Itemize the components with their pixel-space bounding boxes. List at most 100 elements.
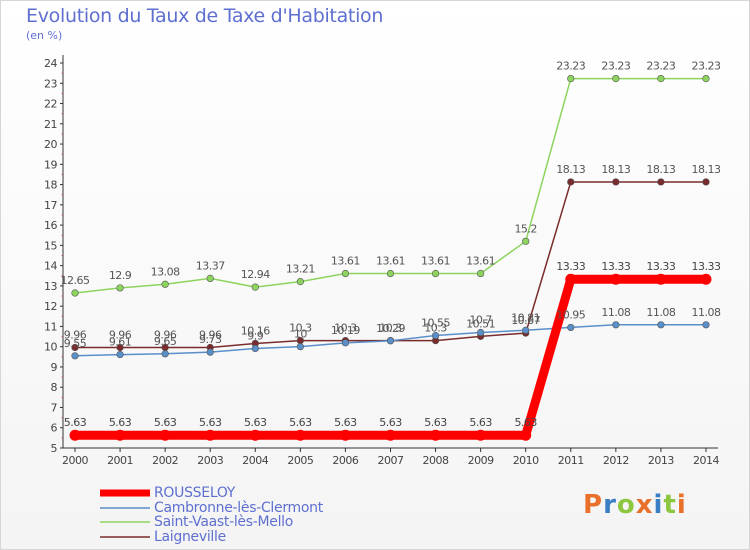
- data-label: 11.08: [646, 306, 675, 319]
- x-tick-label: 2008: [423, 454, 449, 467]
- data-point: [116, 350, 124, 359]
- data-label: 13.33: [646, 260, 675, 273]
- data-label: 13.33: [556, 260, 585, 273]
- data-label: 18.13: [691, 163, 720, 176]
- data-label: 9.61: [109, 336, 132, 349]
- y-tick-label: 22: [44, 98, 57, 111]
- data-point: [384, 429, 396, 441]
- legend-swatch: [100, 507, 150, 509]
- data-label: 18.13: [556, 163, 585, 176]
- data-label: 10.19: [331, 324, 360, 337]
- data-label: 9.73: [199, 333, 222, 346]
- data-label: 9.9: [247, 330, 263, 343]
- data-point: [612, 178, 620, 186]
- x-tick-label: 2004: [242, 454, 268, 467]
- y-tick-label: 14: [44, 260, 57, 273]
- y-tick-label: 12: [44, 300, 57, 313]
- data-point: [69, 429, 81, 441]
- data-label: 5.63: [244, 416, 267, 429]
- data-label: 23.23: [691, 60, 720, 73]
- data-label: 12.9: [109, 269, 132, 282]
- data-point: [657, 178, 665, 186]
- data-label: 5.63: [109, 416, 132, 429]
- data-point: [251, 344, 259, 353]
- x-tick-label: 2000: [62, 454, 88, 467]
- data-point: [161, 350, 169, 358]
- data-point: [612, 75, 620, 83]
- data-point: [655, 273, 667, 285]
- data-point: [251, 283, 259, 291]
- data-point: [567, 178, 575, 186]
- data-point: [700, 273, 712, 285]
- y-tick-label: 6: [51, 422, 58, 435]
- data-point: [71, 343, 79, 352]
- data-point: [567, 75, 575, 83]
- y-tick-label: 9: [51, 361, 58, 374]
- data-point: [477, 328, 485, 337]
- data-label: 5.63: [424, 416, 447, 429]
- data-point: [522, 326, 530, 334]
- data-point: [477, 269, 485, 278]
- data-label: 13.61: [421, 255, 450, 268]
- data-label: 5.63: [379, 416, 402, 429]
- x-tick-label: 2009: [468, 454, 494, 467]
- data-point: [249, 429, 261, 441]
- data-label: 18.13: [646, 163, 675, 176]
- data-point: [702, 178, 710, 186]
- legend-label: Saint-Vaast-lès-Mello: [154, 514, 294, 530]
- data-label: 18.13: [601, 163, 630, 176]
- y-tick-label: 24: [44, 57, 57, 70]
- data-label: 13.61: [331, 255, 360, 268]
- data-label: 12.94: [241, 268, 270, 281]
- legend-item-cambronne: Cambronne-lès-Clermont: [100, 500, 323, 516]
- legend-swatch: [100, 536, 150, 538]
- y-tick-label: 16: [44, 219, 57, 232]
- data-label: 12.65: [61, 274, 90, 287]
- data-point: [612, 321, 620, 329]
- data-point: [565, 273, 577, 285]
- y-tick-label: 23: [44, 77, 57, 90]
- x-tick-label: 2006: [332, 454, 358, 467]
- data-point: [702, 321, 710, 329]
- data-point: [204, 429, 216, 441]
- legend-label: Cambronne-lès-Clermont: [154, 500, 323, 516]
- y-tick-label: 21: [44, 118, 57, 131]
- data-label: 9.96: [109, 328, 132, 341]
- data-label: 10.3: [379, 322, 402, 335]
- data-point: [206, 348, 214, 356]
- chart-title: Evolution du Taux de Taxe d'Habitation: [26, 5, 384, 27]
- y-tick-label: 19: [44, 158, 57, 171]
- data-label: 10.51: [466, 317, 495, 330]
- data-point: [339, 429, 351, 441]
- data-point: [430, 429, 442, 441]
- data-label: 23.23: [601, 60, 630, 73]
- data-point: [567, 323, 575, 332]
- data-label: 10.95: [556, 308, 585, 321]
- data-point: [386, 337, 395, 345]
- data-label: 5.63: [469, 416, 492, 429]
- data-label: 5.63: [64, 416, 87, 429]
- data-point: [657, 321, 665, 329]
- data-label: 15.2: [514, 222, 537, 235]
- data-point: [475, 429, 487, 441]
- logo-letter: t: [663, 490, 677, 520]
- logo-letter: x: [635, 490, 654, 520]
- legend-label: Laigneville: [154, 529, 226, 545]
- y-unit-label: (en %): [26, 29, 63, 42]
- data-point: [206, 274, 214, 282]
- y-tick-label: 15: [44, 239, 57, 252]
- proxiti-logo: Proxiti: [583, 490, 687, 520]
- data-label: 5.63: [514, 416, 537, 429]
- logo-letter: i: [653, 490, 664, 520]
- y-tick-label: 5: [51, 442, 58, 455]
- y-tick-label: 20: [44, 138, 57, 151]
- data-label: 10.3: [289, 322, 312, 335]
- logo-letter: o: [616, 490, 636, 520]
- data-label: 13.61: [376, 255, 405, 268]
- logo-letter: P: [583, 490, 604, 520]
- data-point: [161, 280, 169, 288]
- data-label: 10.16: [241, 324, 270, 337]
- x-tick-label: 2014: [693, 454, 719, 467]
- data-label: 10.81: [511, 311, 540, 324]
- data-point: [294, 429, 306, 441]
